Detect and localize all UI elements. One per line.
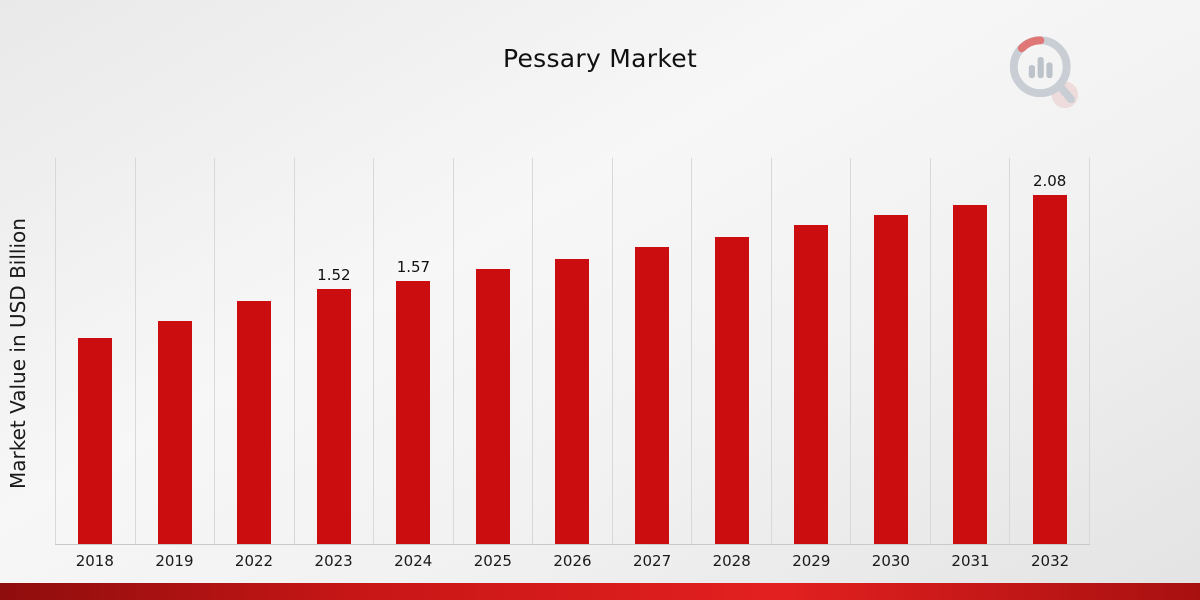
x-axis-label-2018: 2018	[75, 552, 114, 570]
bar-column-2027	[611, 158, 692, 544]
bar-column-2024: 1.57	[373, 158, 453, 544]
magnifier-red-arc-icon	[1017, 36, 1045, 53]
plot-area: 1.52 1.57 2.08	[55, 158, 1090, 545]
x-axis-label-2022: 2022	[234, 552, 274, 570]
x-axis-label-2019: 2019	[155, 552, 194, 570]
bar-2029	[794, 225, 829, 544]
bar-2032	[1032, 194, 1067, 544]
bar-2022	[237, 300, 272, 544]
bar-column-2018	[55, 158, 135, 544]
x-axis-label-2030: 2030	[871, 552, 910, 570]
bar-2018	[78, 337, 113, 544]
bar-2023	[316, 288, 351, 544]
bar-column-2025	[452, 158, 533, 544]
magnifier-handle-icon	[1055, 82, 1075, 104]
x-axis-labels: 2018 2019 2022 2023 2024 2025 2026 2027 2028 2029…	[55, 552, 1090, 570]
bar-2028	[714, 236, 749, 544]
x-axis-label-2029: 2029	[792, 552, 831, 570]
bar-value-label-2023: 1.52	[317, 265, 351, 284]
bar-column-2028	[691, 158, 771, 544]
x-axis-label-2026: 2026	[553, 552, 592, 570]
logo-bar-3	[1046, 62, 1053, 79]
x-axis-label-2031: 2031	[951, 552, 990, 570]
bar-column-2023: 1.52	[293, 158, 374, 544]
bar-value-label-2024: 1.57	[396, 257, 431, 276]
bar-column-2030	[850, 158, 930, 544]
x-axis-label-2028: 2028	[712, 552, 751, 570]
bar-2025	[475, 268, 510, 544]
chart-title: Pessary Market	[502, 44, 698, 73]
bar-column-2022	[214, 158, 294, 544]
bar-column-2029	[770, 158, 851, 544]
company-logo-icon	[1009, 36, 1079, 109]
bar-2030	[873, 215, 908, 544]
bar-2024	[396, 280, 431, 544]
footer-accent-bar	[0, 583, 1200, 600]
logo-bar-1	[1028, 64, 1035, 79]
x-axis-label-2032: 2032	[1031, 552, 1070, 570]
x-axis-label-2024: 2024	[394, 552, 433, 570]
x-axis-label-2023: 2023	[314, 552, 353, 570]
bar-2019	[157, 320, 192, 544]
bar-column-2031	[929, 158, 1010, 544]
bar-value-label-2032: 2.08	[1032, 171, 1067, 190]
bar-2027	[634, 246, 669, 544]
bar-column-2019	[134, 158, 215, 544]
x-axis-label-2027: 2027	[632, 552, 672, 570]
bar-2026	[555, 258, 590, 544]
bar-column-2026	[532, 158, 612, 544]
bar-2031	[953, 205, 988, 544]
bar-column-2032: 2.08	[1009, 158, 1090, 544]
x-axis-label-2025: 2025	[473, 552, 512, 570]
y-axis-label: Market Value in USD Billion	[6, 218, 30, 489]
logo-bar-2	[1037, 57, 1044, 79]
